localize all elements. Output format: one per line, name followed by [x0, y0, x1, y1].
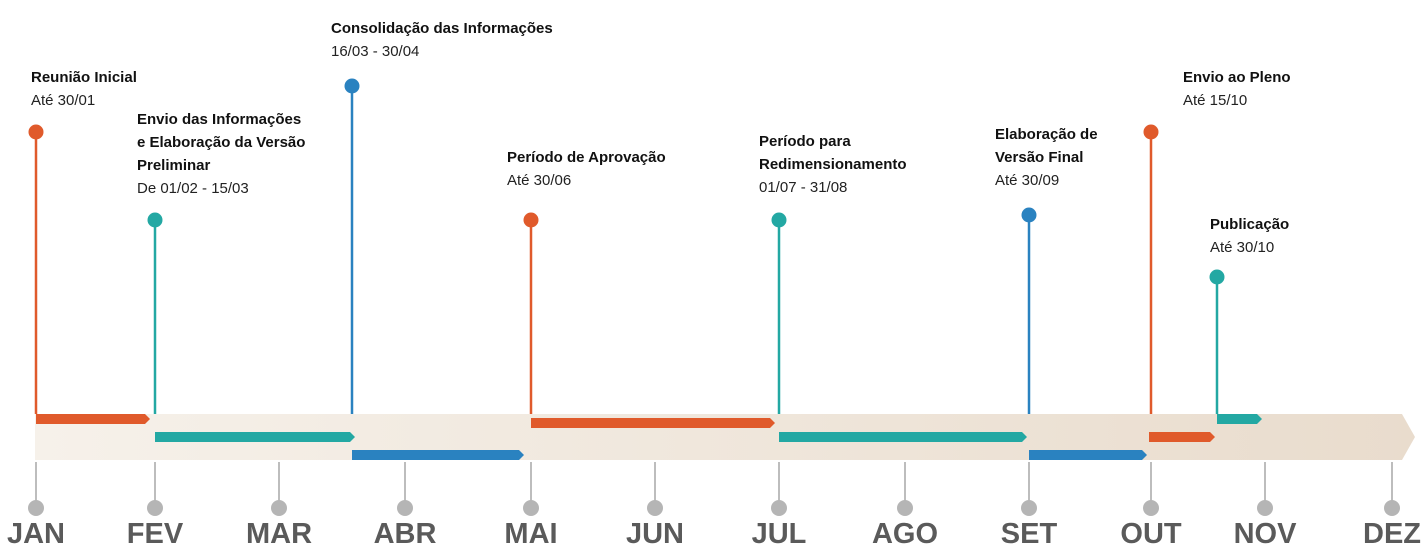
event-title: Preliminar: [137, 157, 211, 174]
event-date: De 01/02 - 15/03: [137, 180, 249, 197]
event-date: Até 30/01: [31, 92, 95, 109]
month-dot: [1257, 500, 1273, 516]
event-title: Período para: [759, 133, 851, 150]
phase-bar: [531, 418, 775, 428]
month-dot: [1143, 500, 1159, 516]
event-title: Consolidação das Informações: [331, 20, 553, 37]
month-dot: [397, 500, 413, 516]
phase-bar: [352, 450, 524, 460]
month-dot: [1021, 500, 1037, 516]
month-dot: [897, 500, 913, 516]
month-label: OUT: [1120, 518, 1182, 548]
event-title: Envio ao Pleno: [1183, 69, 1291, 86]
event-date: 16/03 - 30/04: [331, 43, 419, 60]
month-dot: [271, 500, 287, 516]
month-label: DEZ: [1363, 518, 1421, 548]
event-title: Versão Final: [995, 149, 1083, 166]
phase-bar: [1217, 414, 1262, 424]
month-dot: [523, 500, 539, 516]
month-dot: [771, 500, 787, 516]
event-title: Reunião Inicial: [31, 69, 137, 86]
event-date: Até 30/10: [1210, 239, 1274, 256]
event-title: Período de Aprovação: [507, 149, 666, 166]
phase-bar: [1149, 432, 1215, 442]
month-dot: [1384, 500, 1400, 516]
month-label: JUL: [752, 518, 807, 548]
event-date: 01/07 - 31/08: [759, 179, 847, 196]
month-dot: [147, 500, 163, 516]
event-title: e Elaboração da Versão: [137, 134, 305, 151]
phase-bar: [36, 414, 150, 424]
pin-dot: [1143, 124, 1159, 140]
month-dot: [647, 500, 663, 516]
pin-dot: [147, 212, 163, 228]
event-date: Até 15/10: [1183, 92, 1247, 109]
month-label: NOV: [1234, 518, 1298, 548]
event-date: Até 30/06: [507, 172, 571, 189]
month-label: MAR: [246, 518, 312, 548]
event-title: Elaboração de: [995, 126, 1098, 143]
event-title: Publicação: [1210, 216, 1289, 233]
event-title: Envio das Informações: [137, 111, 301, 128]
pin-dot: [1209, 269, 1225, 285]
month-label: SET: [1001, 518, 1058, 548]
event-date: Até 30/09: [995, 172, 1059, 189]
phase-bar: [779, 432, 1027, 442]
month-label: AGO: [872, 518, 938, 548]
timeline-band: [35, 414, 1415, 460]
pin-dot: [771, 212, 787, 228]
pin-dot: [1021, 207, 1037, 223]
phase-bar: [155, 432, 355, 442]
pin-dot: [344, 78, 360, 94]
month-label: ABR: [374, 518, 437, 548]
month-label: FEV: [127, 518, 184, 548]
month-dot: [28, 500, 44, 516]
month-label: MAI: [504, 518, 557, 548]
month-label: JAN: [7, 518, 65, 548]
pin-dot: [28, 124, 44, 140]
pin-dot: [523, 212, 539, 228]
event-title: Redimensionamento: [759, 156, 907, 173]
phase-bar: [1029, 450, 1147, 460]
month-label: JUN: [626, 518, 684, 548]
